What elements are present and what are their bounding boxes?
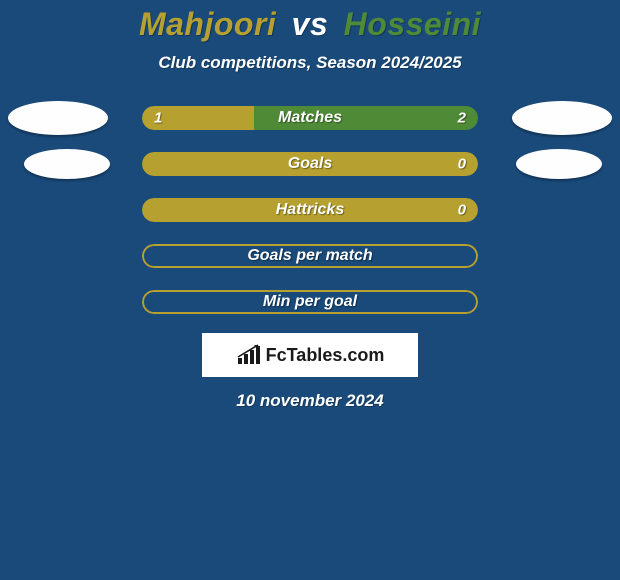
comparison-card: Mahjoori vs Hosseini Club competitions, … <box>0 0 620 580</box>
source-logo-text: FcTables.com <box>266 345 385 366</box>
vs-label: vs <box>292 6 329 42</box>
stat-label: Goals per match <box>142 247 478 265</box>
stat-row: Min per goal <box>0 279 620 325</box>
stat-bar: Goals per match <box>142 244 478 268</box>
player1-photo <box>8 101 108 135</box>
stat-row: Matches12 <box>0 95 620 141</box>
bars-chart-icon <box>236 344 262 366</box>
stat-bar: Hattricks0 <box>142 198 478 222</box>
stat-rows: Matches12Goals0Hattricks0Goals per match… <box>0 95 620 325</box>
stat-bar: Matches12 <box>142 106 478 130</box>
stat-value-right: 0 <box>458 202 466 219</box>
card-title: Mahjoori vs Hosseini <box>0 6 620 43</box>
stat-value-left: 1 <box>154 110 162 127</box>
player2-name: Hosseini <box>344 6 481 42</box>
source-logo: FcTables.com <box>202 333 418 377</box>
stat-value-right: 0 <box>458 156 466 173</box>
stat-label: Min per goal <box>142 293 478 311</box>
player2-photo <box>516 149 602 179</box>
stat-bar: Min per goal <box>142 290 478 314</box>
stat-row: Hattricks0 <box>0 187 620 233</box>
stat-row: Goals per match <box>0 233 620 279</box>
stat-row: Goals0 <box>0 141 620 187</box>
player2-photo <box>512 101 612 135</box>
stat-value-right: 2 <box>458 110 466 127</box>
stat-bar: Goals0 <box>142 152 478 176</box>
player1-name: Mahjoori <box>139 6 276 42</box>
date-text: 10 november 2024 <box>0 391 620 411</box>
player1-photo <box>24 149 110 179</box>
card-subtitle: Club competitions, Season 2024/2025 <box>0 53 620 73</box>
